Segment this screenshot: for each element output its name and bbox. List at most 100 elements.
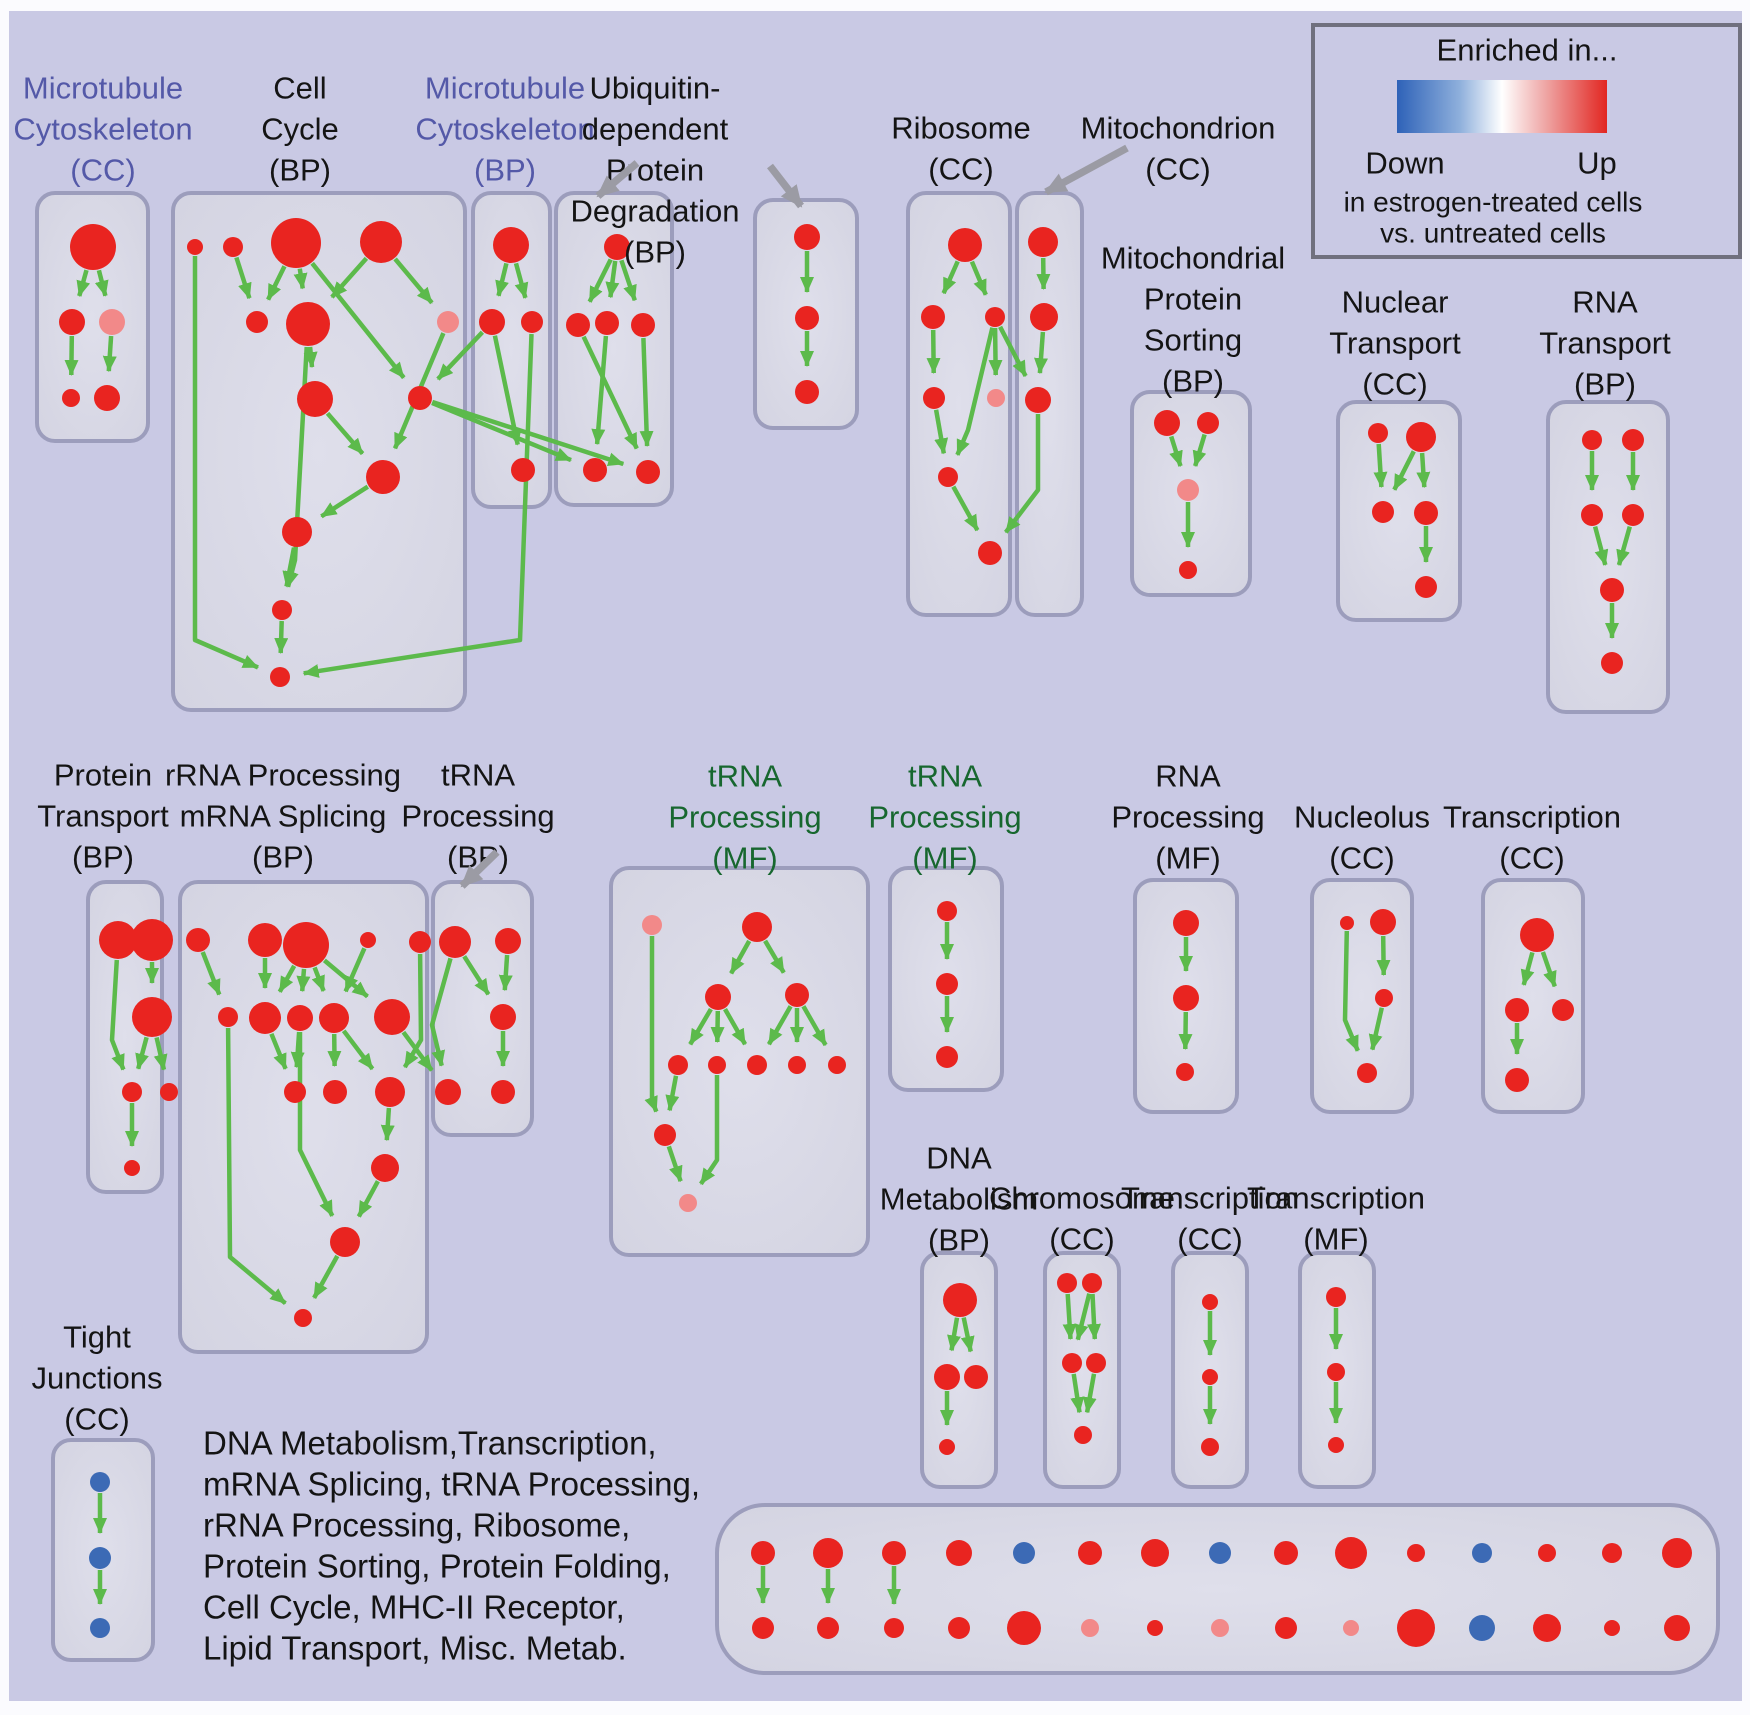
rna-transport-bp-node-rt3[interactable] xyxy=(1581,504,1603,526)
protein-transport-bp-node-pt5[interactable] xyxy=(160,1083,178,1101)
ubiquitin-degradation-bp-2-node-ur3[interactable] xyxy=(795,380,819,404)
ubiquitin-degradation-bp-node-ub6[interactable] xyxy=(636,460,660,484)
trna-processing-bp-node-tpe[interactable] xyxy=(491,1080,515,1104)
trna-processing-mf-1-node-tm11[interactable] xyxy=(679,1194,697,1212)
nuclear-transport-cc-node-nt4[interactable] xyxy=(1414,501,1438,525)
transcription-cc-2-node-t2b[interactable] xyxy=(1202,1369,1218,1385)
cell-cycle-bp-node-ccf[interactable] xyxy=(286,302,330,346)
protein-transport-bp-node-pt1[interactable] xyxy=(99,921,137,959)
misc-cluster-node-b7t[interactable] xyxy=(1141,1539,1169,1567)
misc-cluster-node-b2t[interactable] xyxy=(813,1538,843,1568)
ubiquitin-degradation-bp-node-ub5[interactable] xyxy=(583,458,607,482)
cell-cycle-bp-node-ccn[interactable] xyxy=(270,667,290,687)
microtubule-cytoskeleton-bp-node-mb2[interactable] xyxy=(479,309,505,335)
misc-cluster-node-b9t[interactable] xyxy=(1274,1541,1298,1565)
rna-processing-mf-node-rp1[interactable] xyxy=(1173,910,1199,936)
chromosome-cc-node-ch3[interactable] xyxy=(1062,1353,1082,1373)
rna-transport-bp-node-rt5[interactable] xyxy=(1600,578,1624,602)
ubiquitin-degradation-bp-node-ub2[interactable] xyxy=(566,313,590,337)
transcription-mf-node-t3c[interactable] xyxy=(1328,1437,1344,1453)
transcription-cc-1-node-tcc[interactable] xyxy=(1552,999,1574,1021)
rrna-processing-mrna-splicing-bp-node-rr6[interactable] xyxy=(249,1002,281,1034)
misc-cluster-node-b8b[interactable] xyxy=(1211,1619,1229,1637)
dna-metabolism-bp-node-dm4[interactable] xyxy=(939,1439,955,1455)
ribosome-cc-node-rb6[interactable] xyxy=(938,467,958,487)
trna-processing-mf-1-node-tm2[interactable] xyxy=(742,912,772,942)
tight-junctions-cc-node-tj1[interactable] xyxy=(90,1472,110,1492)
misc-cluster-node-b10t[interactable] xyxy=(1335,1537,1367,1569)
dna-metabolism-bp-node-dm3[interactable] xyxy=(964,1365,988,1389)
misc-cluster-node-b1b[interactable] xyxy=(752,1617,774,1639)
ubiquitin-degradation-bp-node-ub3[interactable] xyxy=(595,311,619,335)
trna-processing-bp-node-tpb[interactable] xyxy=(495,928,521,954)
protein-transport-bp-node-pt2[interactable] xyxy=(131,919,173,961)
trna-processing-mf-2-node-ts3[interactable] xyxy=(936,1046,958,1068)
misc-cluster-node-b5t[interactable] xyxy=(1013,1542,1035,1564)
misc-cluster-node-b2b[interactable] xyxy=(817,1617,839,1639)
misc-cluster-node-b15b[interactable] xyxy=(1664,1615,1690,1641)
trna-processing-mf-1-node-tm8[interactable] xyxy=(788,1056,806,1074)
ubiquitin-degradation-bp-2-node-ur2[interactable] xyxy=(795,306,819,330)
rrna-processing-mrna-splicing-bp-node-rr5[interactable] xyxy=(218,1007,238,1027)
misc-cluster-node-b12t[interactable] xyxy=(1472,1543,1492,1563)
rna-transport-bp-node-rt4[interactable] xyxy=(1622,504,1644,526)
misc-cluster-node-b6b[interactable] xyxy=(1081,1619,1099,1637)
tight-junctions-cc-node-tj3[interactable] xyxy=(90,1618,110,1638)
mitochondrial-protein-sorting-bp-node-ms2[interactable] xyxy=(1197,412,1219,434)
rrna-processing-mrna-splicing-bp-node-rrb1[interactable] xyxy=(284,1081,306,1103)
cell-cycle-bp-node-ccm[interactable] xyxy=(272,600,292,620)
rrna-processing-mrna-splicing-bp-node-rr8[interactable] xyxy=(319,1003,349,1033)
transcription-cc-1-node-tcb[interactable] xyxy=(1505,998,1529,1022)
microtubule-cytoskeleton-cc-node-mcc3[interactable] xyxy=(99,309,125,335)
microtubule-cytoskeleton-bp-node-mb1[interactable] xyxy=(493,227,529,263)
cell-cycle-bp-node-ccg[interactable] xyxy=(437,311,459,333)
rrna-processing-mrna-splicing-bp-node-rr3[interactable] xyxy=(283,922,329,968)
nucleolus-cc-node-nu3[interactable] xyxy=(1375,989,1393,1007)
rna-processing-mf-node-rp2[interactable] xyxy=(1173,985,1199,1011)
ribosome-cc-node-rb5[interactable] xyxy=(987,389,1005,407)
dna-metabolism-bp-node-dm2[interactable] xyxy=(934,1364,960,1390)
transcription-cc-2-node-t2a[interactable] xyxy=(1202,1294,1218,1310)
microtubule-cytoskeleton-cc-node-mcc4[interactable] xyxy=(62,389,80,407)
cell-cycle-bp-node-ccl[interactable] xyxy=(282,517,312,547)
trna-processing-mf-1-node-tm4[interactable] xyxy=(785,983,809,1007)
mitochondrial-protein-sorting-bp-node-ms4[interactable] xyxy=(1179,561,1197,579)
ribosome-cc-node-rb1[interactable] xyxy=(948,228,982,262)
misc-cluster-node-b1t[interactable] xyxy=(751,1541,775,1565)
trna-processing-mf-1-node-tm10[interactable] xyxy=(654,1124,676,1146)
rrna-processing-mrna-splicing-bp-node-rrb2[interactable] xyxy=(323,1080,347,1104)
cell-cycle-bp-node-ccb[interactable] xyxy=(223,237,243,257)
misc-cluster-node-b6t[interactable] xyxy=(1078,1541,1102,1565)
misc-cluster-node-b9b[interactable] xyxy=(1275,1617,1297,1639)
chromosome-cc-node-ch2[interactable] xyxy=(1082,1273,1102,1293)
nuclear-transport-cc-node-nt3[interactable] xyxy=(1372,501,1394,523)
cell-cycle-bp-node-cci[interactable] xyxy=(408,386,432,410)
nuclear-transport-cc-node-nt1[interactable] xyxy=(1368,423,1388,443)
protein-transport-bp-node-pt3[interactable] xyxy=(132,997,172,1037)
misc-cluster-node-b14b[interactable] xyxy=(1604,1620,1620,1636)
rrna-processing-mrna-splicing-bp-node-rrm1[interactable] xyxy=(374,999,410,1035)
trna-processing-bp-node-tpa[interactable] xyxy=(439,926,471,958)
misc-cluster-node-b7b[interactable] xyxy=(1147,1620,1163,1636)
trna-processing-mf-2-node-ts1[interactable] xyxy=(937,901,957,921)
trna-processing-mf-1-node-tm9[interactable] xyxy=(828,1056,846,1074)
rrna-processing-mrna-splicing-bp-node-rr13[interactable] xyxy=(294,1309,312,1327)
microtubule-cytoskeleton-cc-node-mcc5[interactable] xyxy=(94,385,120,411)
rrna-processing-mrna-splicing-bp-node-rr4b[interactable] xyxy=(409,931,431,953)
cell-cycle-bp-node-cce[interactable] xyxy=(246,311,268,333)
ubiquitin-degradation-bp-node-ub1[interactable] xyxy=(604,234,630,260)
rna-processing-mf-node-rp3[interactable] xyxy=(1176,1063,1194,1081)
microtubule-cytoskeleton-cc-node-mcc2[interactable] xyxy=(59,309,85,335)
trna-processing-mf-2-node-ts2[interactable] xyxy=(936,973,958,995)
nucleolus-cc-node-nu4[interactable] xyxy=(1357,1063,1377,1083)
rrna-processing-mrna-splicing-bp-node-rr12[interactable] xyxy=(330,1227,360,1257)
cell-cycle-bp-node-cch[interactable] xyxy=(297,381,333,417)
nuclear-transport-cc-node-nt2[interactable] xyxy=(1406,422,1436,452)
transcription-cc-2-node-t2c[interactable] xyxy=(1201,1438,1219,1456)
rrna-processing-mrna-splicing-bp-node-rr11[interactable] xyxy=(371,1154,399,1182)
trna-processing-mf-1-node-tm3[interactable] xyxy=(705,984,731,1010)
microtubule-cytoskeleton-bp-node-mb3[interactable] xyxy=(521,311,543,333)
rna-transport-bp-node-rt6[interactable] xyxy=(1601,652,1623,674)
ribosome-cc-node-rb4[interactable] xyxy=(923,387,945,409)
cell-cycle-bp-node-ccc[interactable] xyxy=(271,218,321,268)
